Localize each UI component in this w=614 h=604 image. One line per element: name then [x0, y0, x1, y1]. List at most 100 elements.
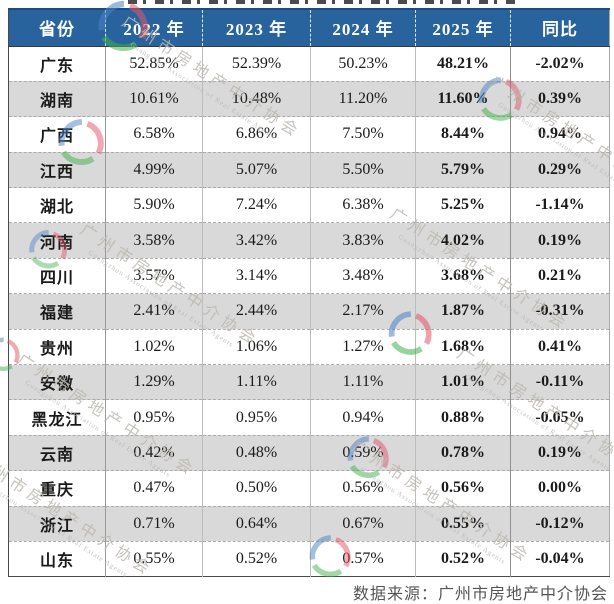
value-cell: 0.41% [510, 328, 610, 365]
value-cell: 8.44% [415, 116, 511, 153]
value-cell: 3.48% [310, 257, 416, 294]
value-cell: 0.19% [510, 222, 610, 259]
value-cell: 6.38% [310, 187, 416, 223]
value-cell: 3.42% [202, 222, 311, 259]
province-cell: 广西 [8, 116, 106, 153]
value-cell: 0.29% [510, 151, 610, 188]
province-cell: 贵州 [8, 328, 106, 365]
column-header-yoy: 同比 [510, 9, 610, 47]
value-cell: 5.50% [310, 151, 416, 188]
value-cell: 0.94% [310, 399, 416, 436]
value-cell: 1.29% [105, 364, 203, 400]
province-cell: 安徽 [8, 364, 106, 400]
table-row: 云南 0.42% 0.48% 0.59% 0.78% 0.19% [8, 434, 610, 471]
value-cell: 0.48% [202, 434, 311, 471]
value-cell: 0.88% [415, 399, 511, 436]
value-cell: 1.11% [310, 364, 416, 400]
value-cell: 6.58% [105, 116, 203, 153]
province-cell: 福建 [8, 293, 106, 330]
value-cell: 0.47% [105, 470, 203, 507]
table-row: 广西 6.58% 6.86% 7.50% 8.44% 0.94% [8, 116, 610, 153]
value-cell: 0.00% [510, 470, 610, 507]
value-cell: 7.50% [310, 116, 416, 153]
value-cell: 48.21% [415, 46, 511, 82]
value-cell: 2.17% [310, 293, 416, 330]
column-header-province: 省份 [8, 9, 106, 47]
value-cell: 1.11% [202, 364, 311, 400]
table-row: 湖北 5.90% 7.24% 6.38% 5.25% -1.14% [8, 187, 610, 223]
province-cell: 湖北 [8, 187, 106, 223]
value-cell: 1.01% [415, 364, 511, 400]
value-cell: 0.57% [310, 540, 416, 577]
value-cell: 10.48% [202, 80, 311, 117]
value-cell: 7.24% [202, 187, 311, 223]
value-cell: 0.55% [415, 505, 511, 542]
province-cell: 黑龙江 [8, 399, 106, 436]
header-row: 省份 2022 年 2023 年 2024 年 2025 年 同比 [8, 9, 610, 47]
value-cell: -0.05% [510, 399, 610, 436]
province-cell: 江西 [8, 151, 106, 188]
table-row: 安徽 1.29% 1.11% 1.11% 1.01% -0.11% [8, 364, 610, 400]
province-cell: 四川 [8, 257, 106, 294]
value-cell: 5.79% [415, 151, 511, 188]
value-cell: 2.44% [202, 293, 311, 330]
value-cell: 6.86% [202, 116, 311, 153]
value-cell: 52.39% [202, 46, 311, 82]
column-header-2024: 2024 年 [310, 9, 416, 47]
table-row: 浙江 0.71% 0.64% 0.67% 0.55% -0.12% [8, 505, 610, 542]
column-header-2023: 2023 年 [202, 9, 311, 47]
table-row: 河南 3.58% 3.42% 3.83% 4.02% 0.19% [8, 222, 610, 259]
value-cell: 5.25% [415, 187, 511, 223]
table-row: 广东 52.85% 52.39% 50.23% 48.21% -2.02% [8, 46, 610, 82]
value-cell: -0.12% [510, 505, 610, 542]
table-row: 江西 4.99% 5.07% 5.50% 5.79% 0.29% [8, 151, 610, 188]
province-cell: 湖南 [8, 80, 106, 117]
value-cell: 0.71% [105, 505, 203, 542]
province-cell: 浙江 [8, 505, 106, 542]
value-cell: 0.56% [310, 470, 416, 507]
value-cell: 0.95% [202, 399, 311, 436]
value-cell: 1.02% [105, 328, 203, 365]
value-cell: 50.23% [310, 46, 416, 82]
value-cell: 11.20% [310, 80, 416, 117]
value-cell: 1.68% [415, 328, 511, 365]
value-cell: 0.64% [202, 505, 311, 542]
value-cell: 0.78% [415, 434, 511, 471]
value-cell: 2.41% [105, 293, 203, 330]
table-header: 省份 2022 年 2023 年 2024 年 2025 年 同比 [8, 9, 610, 47]
table-row: 湖南 10.61% 10.48% 11.20% 11.60% 0.39% [8, 80, 610, 117]
province-cell: 广东 [8, 46, 106, 82]
value-cell: 0.52% [415, 540, 511, 577]
province-cell: 重庆 [8, 470, 106, 507]
value-cell: 11.60% [415, 80, 511, 117]
province-cell: 河南 [8, 222, 106, 259]
value-cell: 52.85% [105, 46, 203, 82]
value-cell: -2.02% [510, 46, 610, 82]
table-row: 福建 2.41% 2.44% 2.17% 1.87% -0.31% [8, 293, 610, 330]
table-row: 山东 0.55% 0.52% 0.57% 0.52% -0.04% [8, 540, 610, 577]
value-cell: 0.19% [510, 434, 610, 471]
province-data-table: 省份 2022 年 2023 年 2024 年 2025 年 同比 广东 52.8… [8, 8, 610, 578]
column-header-2022: 2022 年 [105, 9, 203, 47]
value-cell: 0.52% [202, 540, 311, 577]
table-row: 四川 3.57% 3.14% 3.48% 3.68% 0.21% [8, 257, 610, 294]
value-cell: -0.31% [510, 293, 610, 330]
value-cell: 5.90% [105, 187, 203, 223]
value-cell: 0.42% [105, 434, 203, 471]
value-cell: 0.67% [310, 505, 416, 542]
value-cell: 0.56% [415, 470, 511, 507]
value-cell: 0.21% [510, 257, 610, 294]
value-cell: 3.58% [105, 222, 203, 259]
value-cell: 4.02% [415, 222, 511, 259]
value-cell: 1.06% [202, 328, 311, 365]
table-row: 重庆 0.47% 0.50% 0.56% 0.56% 0.00% [8, 470, 610, 507]
value-cell: 3.83% [310, 222, 416, 259]
value-cell: 0.50% [202, 470, 311, 507]
value-cell: 5.07% [202, 151, 311, 188]
value-cell: 10.61% [105, 80, 203, 117]
value-cell: -0.04% [510, 540, 610, 577]
table-row: 贵州 1.02% 1.06% 1.27% 1.68% 0.41% [8, 328, 610, 365]
province-cell: 山东 [8, 540, 106, 577]
value-cell: 3.14% [202, 257, 311, 294]
